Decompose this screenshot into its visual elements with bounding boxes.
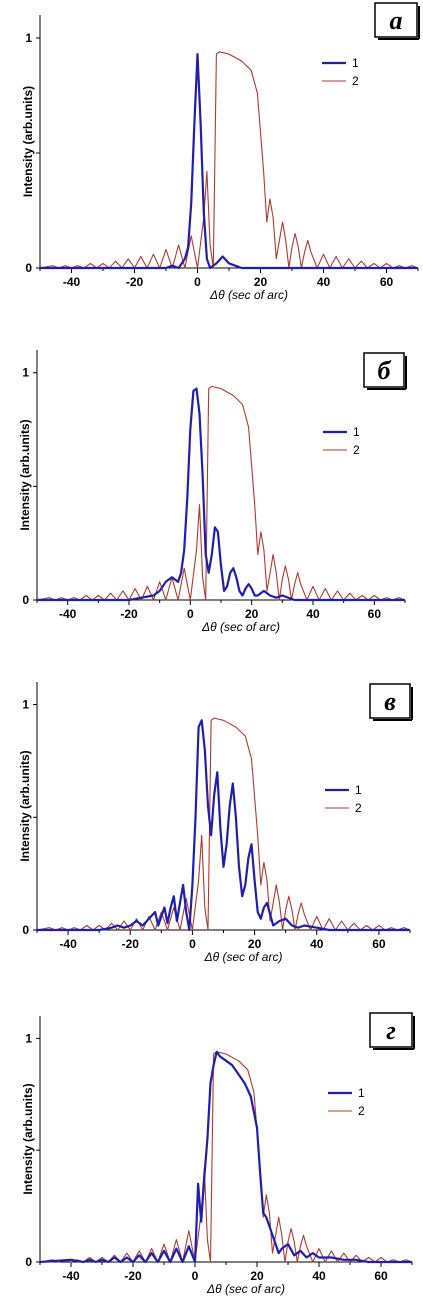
legend: 12 <box>322 56 359 88</box>
x-tick-label: 20 <box>250 1269 264 1283</box>
legend: 12 <box>325 783 362 815</box>
legend: 12 <box>328 1086 365 1118</box>
y-tick-label: 0 <box>22 593 29 607</box>
x-tick-label: 20 <box>254 275 268 289</box>
x-tick-label: -20 <box>126 275 144 289</box>
x-tick-label: -40 <box>62 1269 80 1283</box>
series-line-2 <box>39 51 419 269</box>
legend-label-2: 2 <box>353 443 360 457</box>
x-tick-label: 0 <box>187 607 194 621</box>
series-line-1 <box>37 719 410 932</box>
y-tick-label: 1 <box>25 1031 32 1045</box>
x-axis-label: Δθ (sec of arc) <box>209 288 288 302</box>
x-tick-label: -20 <box>120 607 138 621</box>
x-tick-label: 60 <box>374 1269 388 1283</box>
legend-label-2: 2 <box>352 74 359 88</box>
legend-label-2: 2 <box>358 1104 365 1118</box>
x-axis-label: Δθ (sec of arc) <box>201 620 280 634</box>
x-tick-label: 60 <box>368 607 382 621</box>
x-tick-label: -40 <box>59 937 77 951</box>
chart-panel-2: -40 -20 0 20 40 60 0 1 Intensity (arb.units) Δθ (… <box>18 350 407 634</box>
x-tick-label: -40 <box>59 607 77 621</box>
x-tick-label: 0 <box>189 937 196 951</box>
panel-letter-box <box>363 352 405 388</box>
series-line-1 <box>37 387 405 602</box>
series-line-2 <box>36 385 406 601</box>
series-line-2 <box>39 1051 413 1263</box>
y-axis-label: Intensity (arb.units) <box>21 86 35 197</box>
y-tick-label: 0 <box>25 261 32 275</box>
series-line-2 <box>36 717 411 931</box>
series-line-1 <box>40 52 418 270</box>
panel-letter: в <box>384 687 396 716</box>
legend-label-1: 1 <box>355 783 362 797</box>
x-tick-label: 60 <box>372 937 386 951</box>
panel-letter: б <box>378 356 392 385</box>
x-tick-label: 60 <box>380 275 394 289</box>
panel-letter-box <box>369 683 411 719</box>
x-axis-label: Δθ (sec of arc) <box>204 950 283 964</box>
legend-label-1: 1 <box>353 425 360 439</box>
legend-label-2: 2 <box>355 801 362 815</box>
x-tick-label: -20 <box>122 937 140 951</box>
legend: 12 <box>323 425 360 457</box>
x-tick-label: 40 <box>310 937 324 951</box>
y-tick-label: 0 <box>25 1255 32 1269</box>
series-line-1 <box>39 1050 412 1264</box>
y-axis-label: Intensity (arb.units) <box>18 419 32 530</box>
x-tick-label: 0 <box>194 275 201 289</box>
x-axis-label: Δθ (sec of arc) <box>206 1282 285 1296</box>
legend-label-1: 1 <box>352 56 359 70</box>
chart-panel-4: -40 -20 0 20 40 60 0 1 Intensity (arb.units) Δθ (… <box>21 1012 415 1296</box>
x-tick-label: -40 <box>63 275 81 289</box>
x-tick-label: 40 <box>312 1269 326 1283</box>
legend-label-1: 1 <box>358 1086 365 1100</box>
panel-letter: a <box>390 6 403 35</box>
y-tick-label: 1 <box>22 366 29 380</box>
x-tick-label: 40 <box>317 275 331 289</box>
x-tick-label: 20 <box>245 607 259 621</box>
x-tick-label: 40 <box>306 607 320 621</box>
x-tick-label: 0 <box>192 1269 199 1283</box>
y-axis-label: Intensity (arb.units) <box>21 1083 35 1194</box>
y-tick-label: 0 <box>22 923 29 937</box>
panel-letter-box <box>374 2 418 38</box>
x-tick-label: -20 <box>124 1269 142 1283</box>
y-tick-label: 1 <box>25 31 32 45</box>
x-tick-label: 20 <box>248 937 262 951</box>
y-tick-label: 1 <box>22 698 29 712</box>
chart-panel-3: -40 -20 0 20 40 60 0 1 Intensity (arb.units) Δθ (… <box>18 682 413 964</box>
chart-panel-1: -40 -20 0 20 40 60 0 1 Intensity (arb.units) Δθ (… <box>21 2 420 302</box>
panel-letter-box <box>369 1012 413 1048</box>
y-axis-label: Intensity (arb.units) <box>18 750 32 861</box>
panel-letter: г <box>386 1016 396 1045</box>
